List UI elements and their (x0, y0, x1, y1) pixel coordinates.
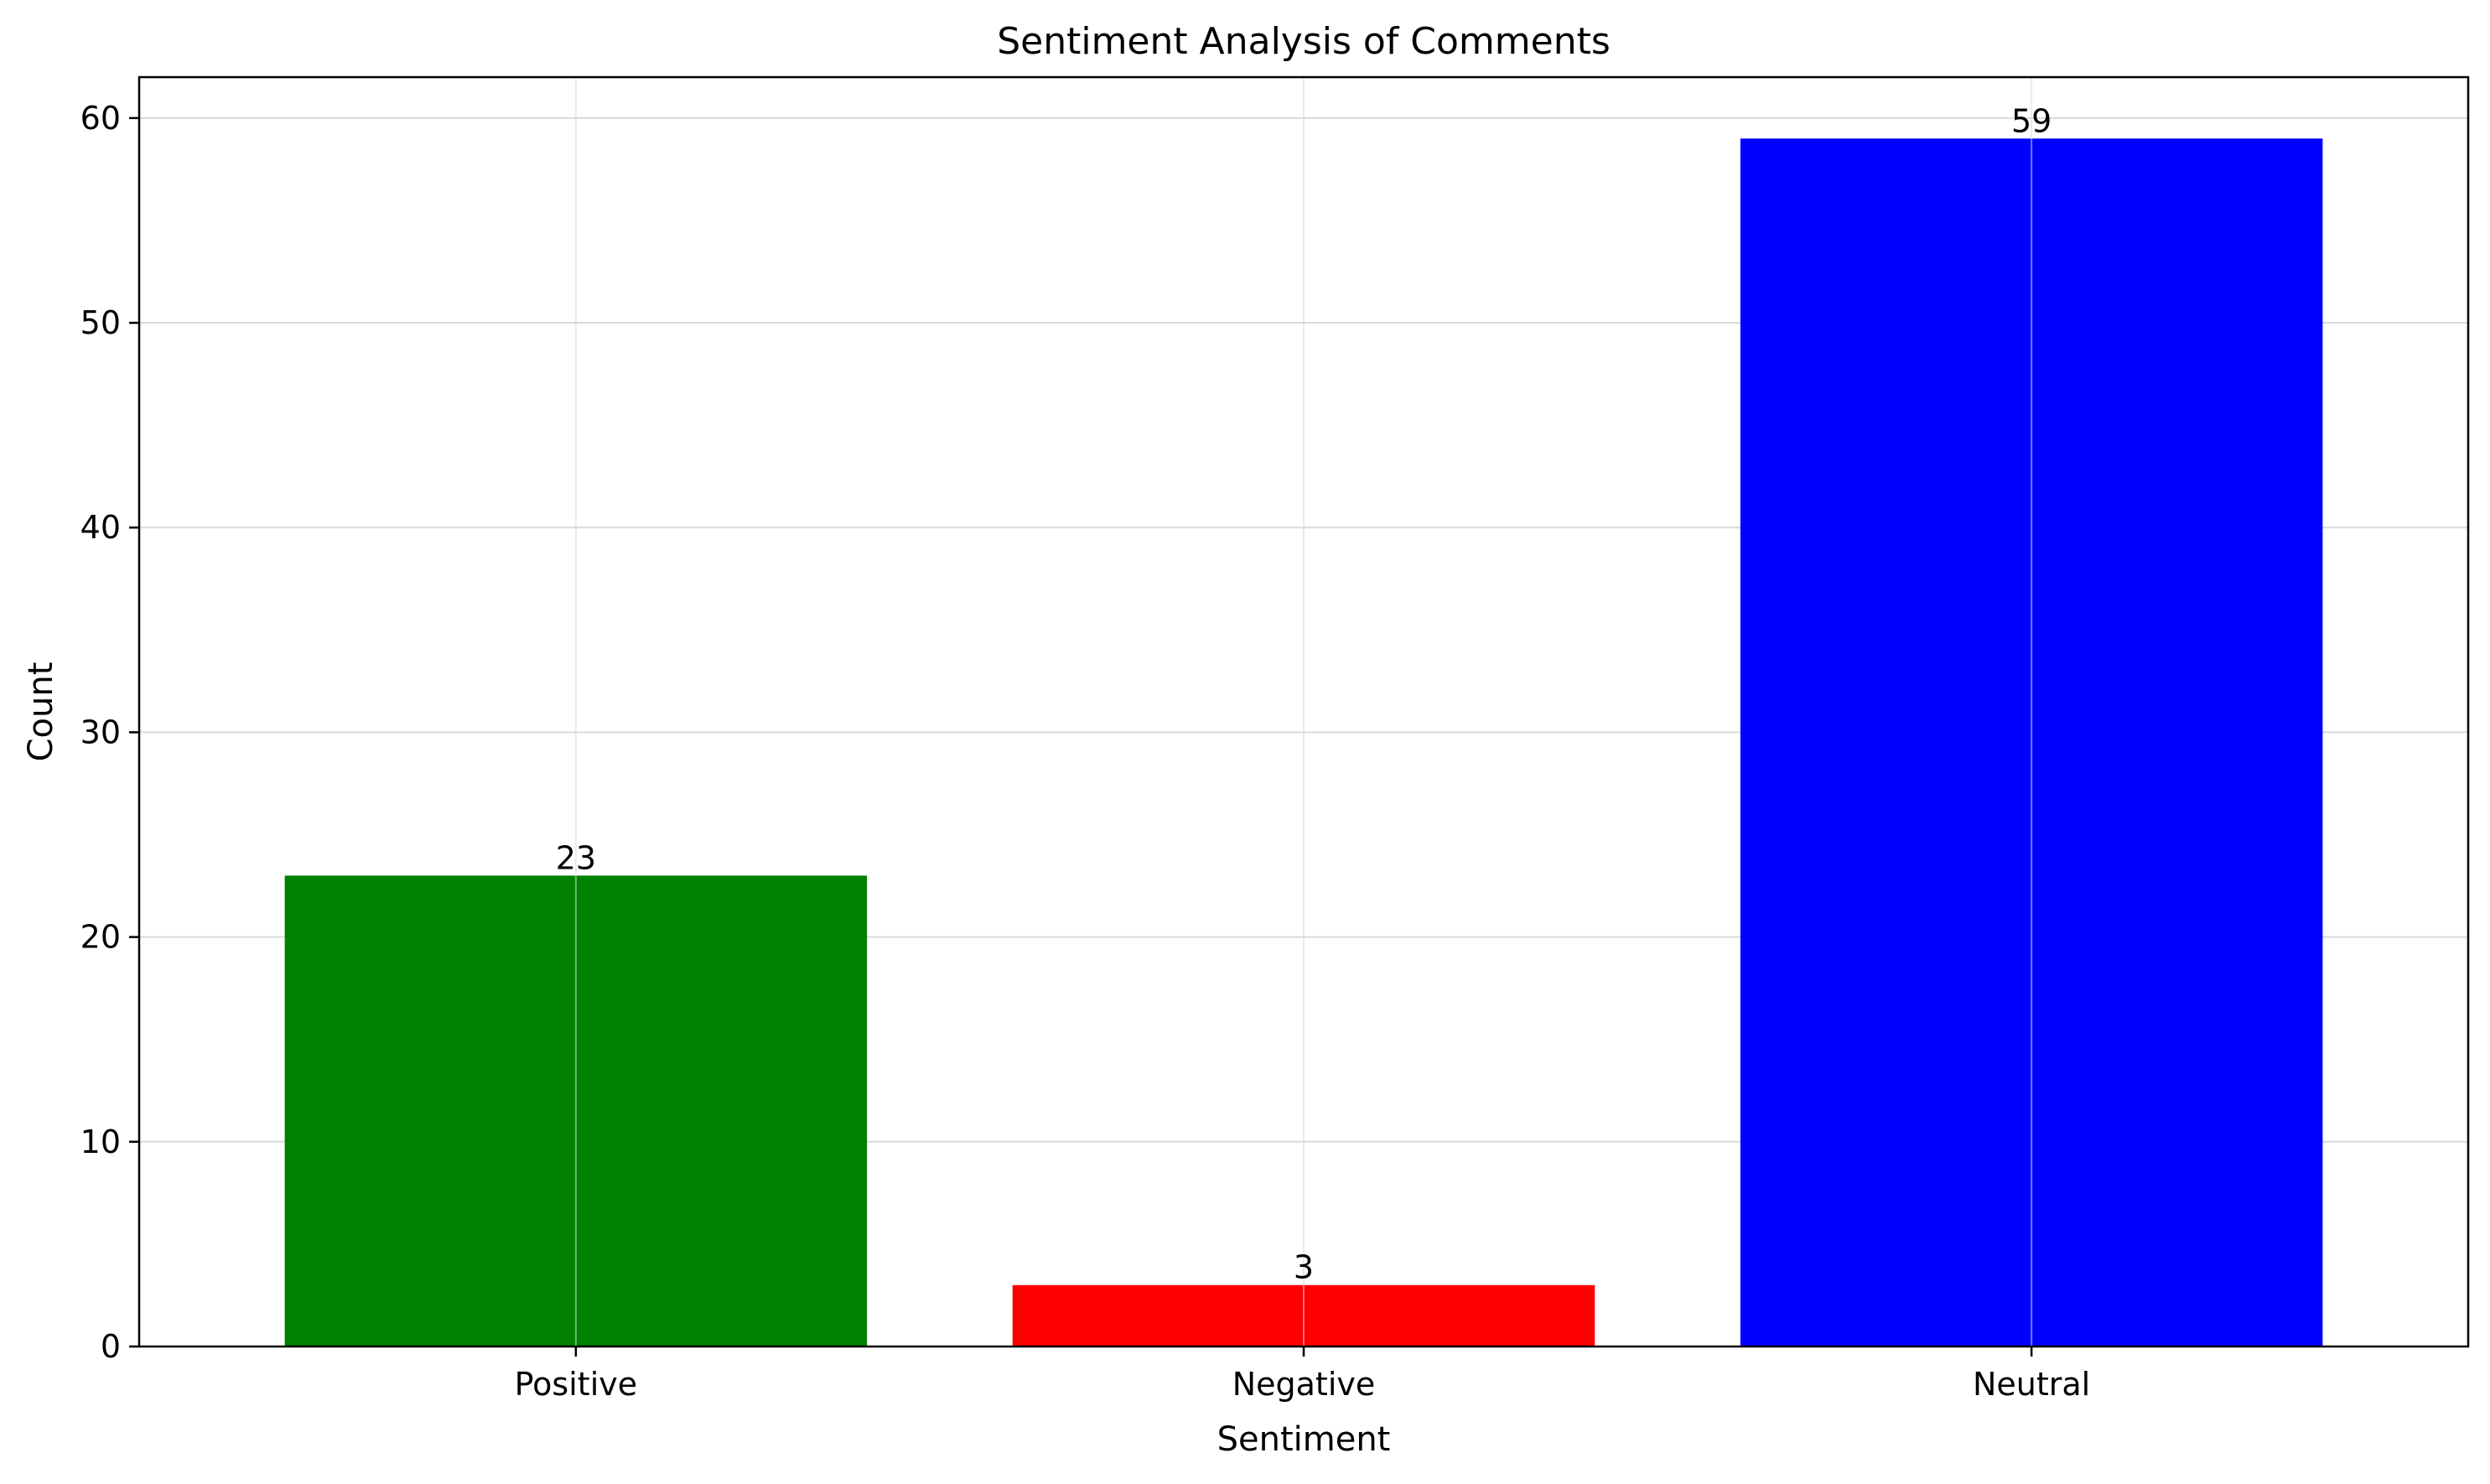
y-tick-label: 60 (80, 100, 121, 137)
y-tick-label: 40 (80, 509, 121, 546)
y-tick-label: 30 (80, 713, 121, 750)
data-label: 3 (1294, 1249, 1314, 1286)
ticks: 0 10 20 30 40 50 60 Positive Negative Neutral (80, 100, 2091, 1403)
vertical-grid (574, 77, 2033, 1346)
data-label: 23 (556, 839, 596, 876)
x-axis-label: Sentiment (1217, 1420, 1391, 1459)
x-tick-label: Positive (515, 1366, 638, 1403)
y-tick-label: 0 (101, 1328, 121, 1365)
data-label: 59 (2011, 102, 2052, 139)
x-tick-label: Neutral (1973, 1366, 2090, 1403)
chart-title: Sentiment Analysis of Comments (997, 20, 1611, 63)
x-tick-label: Negative (1232, 1366, 1376, 1403)
y-tick-label: 50 (80, 304, 121, 341)
data-labels: 23 3 59 (556, 102, 2052, 1285)
y-axis-label: Count (22, 662, 60, 762)
y-tick-label: 20 (80, 919, 121, 956)
y-tick-label: 10 (80, 1123, 121, 1160)
